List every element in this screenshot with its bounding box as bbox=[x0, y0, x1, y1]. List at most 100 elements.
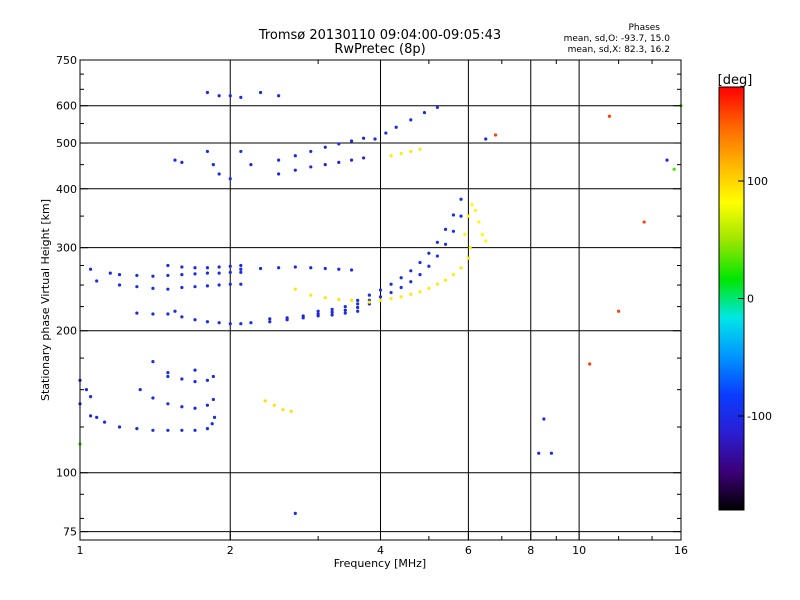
data-point bbox=[378, 288, 383, 292]
data-point bbox=[451, 273, 456, 277]
data-point bbox=[356, 302, 360, 306]
x-tick-label: 16 bbox=[674, 544, 688, 557]
data-point bbox=[309, 165, 313, 169]
data-point bbox=[349, 158, 354, 162]
data-point bbox=[588, 362, 592, 366]
data-point bbox=[95, 415, 99, 420]
data-point bbox=[349, 268, 354, 272]
data-point bbox=[205, 271, 210, 275]
data-point bbox=[205, 403, 210, 407]
data-point bbox=[102, 420, 107, 424]
data-point bbox=[384, 131, 388, 135]
data-point bbox=[239, 322, 243, 326]
data-point bbox=[217, 94, 221, 98]
data-point bbox=[427, 251, 431, 255]
data-point bbox=[542, 417, 546, 421]
y-axis-label: Stationary phase Virtual Height [km] bbox=[39, 199, 52, 401]
data-point bbox=[343, 305, 347, 309]
data-point bbox=[422, 111, 427, 115]
data-point bbox=[205, 266, 210, 270]
x-tick-label: 8 bbox=[527, 544, 534, 557]
data-point bbox=[108, 271, 112, 275]
data-point bbox=[117, 425, 122, 429]
data-point bbox=[418, 147, 422, 151]
data-point bbox=[343, 311, 347, 315]
data-point bbox=[205, 90, 210, 95]
data-point bbox=[268, 317, 272, 321]
data-point bbox=[151, 360, 155, 364]
data-point bbox=[211, 163, 215, 167]
data-point bbox=[173, 309, 177, 313]
data-point bbox=[356, 309, 360, 313]
data-point bbox=[277, 94, 281, 98]
data-point bbox=[356, 305, 360, 310]
data-point bbox=[435, 254, 439, 258]
y-axis-ticks: 75 100 200 300 400 500 600 750 bbox=[56, 54, 681, 539]
y-tick-label: 300 bbox=[56, 242, 77, 255]
phase-stats-line-x: mean, sd,X: 82.3, 16.2 bbox=[568, 45, 670, 55]
data-point bbox=[459, 266, 463, 270]
data-point bbox=[389, 296, 393, 301]
data-point bbox=[537, 451, 541, 455]
data-point bbox=[239, 95, 243, 99]
data-point bbox=[468, 246, 472, 250]
data-point bbox=[451, 229, 456, 233]
data-point bbox=[84, 388, 89, 392]
data-point bbox=[173, 158, 177, 162]
data-point bbox=[166, 428, 170, 432]
data-point bbox=[193, 272, 197, 276]
y-tick-label: 200 bbox=[56, 325, 77, 338]
data-point bbox=[272, 403, 276, 407]
data-point bbox=[323, 266, 327, 271]
chart-subtitle: RwPretec (8p) bbox=[334, 42, 425, 57]
data-point bbox=[193, 428, 197, 432]
x-tick-label: 1 bbox=[77, 544, 84, 557]
data-point bbox=[642, 220, 646, 224]
data-point bbox=[337, 142, 341, 146]
data-point bbox=[217, 321, 221, 325]
data-point bbox=[151, 396, 155, 400]
data-point bbox=[330, 313, 334, 317]
data-point bbox=[239, 270, 243, 274]
data-point bbox=[239, 267, 243, 271]
data-point bbox=[466, 214, 470, 218]
y-tick-label: 400 bbox=[56, 183, 77, 196]
data-point bbox=[389, 154, 393, 158]
colorbar-label: [deg] bbox=[718, 73, 753, 88]
data-point bbox=[399, 276, 403, 280]
data-point bbox=[166, 402, 170, 406]
grid-lines bbox=[80, 60, 681, 540]
data-point bbox=[210, 422, 214, 426]
data-point bbox=[263, 399, 267, 403]
data-point bbox=[477, 220, 481, 224]
data-point bbox=[349, 139, 354, 143]
data-point bbox=[293, 265, 297, 269]
data-point bbox=[309, 149, 313, 154]
data-point bbox=[293, 154, 297, 158]
x-tick-label: 4 bbox=[377, 544, 384, 557]
data-point bbox=[459, 214, 463, 218]
data-point bbox=[367, 293, 371, 297]
data-point bbox=[135, 273, 139, 278]
data-points bbox=[78, 90, 683, 515]
data-point bbox=[95, 279, 99, 283]
data-point bbox=[672, 167, 676, 171]
data-point bbox=[277, 172, 281, 176]
chart-title: Tromsø 20130110 09:04:00-09:05:43 bbox=[258, 28, 501, 43]
data-point bbox=[409, 292, 413, 296]
colorbar-tick-label: 100 bbox=[747, 175, 768, 188]
data-point bbox=[258, 90, 263, 95]
data-point bbox=[337, 160, 341, 164]
data-point bbox=[205, 149, 210, 154]
data-point bbox=[117, 273, 122, 277]
y-tick-label: 75 bbox=[63, 526, 77, 539]
data-point bbox=[277, 266, 281, 270]
data-point bbox=[309, 266, 313, 270]
data-point bbox=[323, 163, 327, 167]
data-point bbox=[180, 405, 184, 409]
data-point bbox=[193, 318, 197, 322]
data-point bbox=[88, 267, 93, 271]
data-point bbox=[607, 114, 612, 118]
data-point bbox=[281, 408, 285, 412]
data-point bbox=[409, 269, 413, 273]
